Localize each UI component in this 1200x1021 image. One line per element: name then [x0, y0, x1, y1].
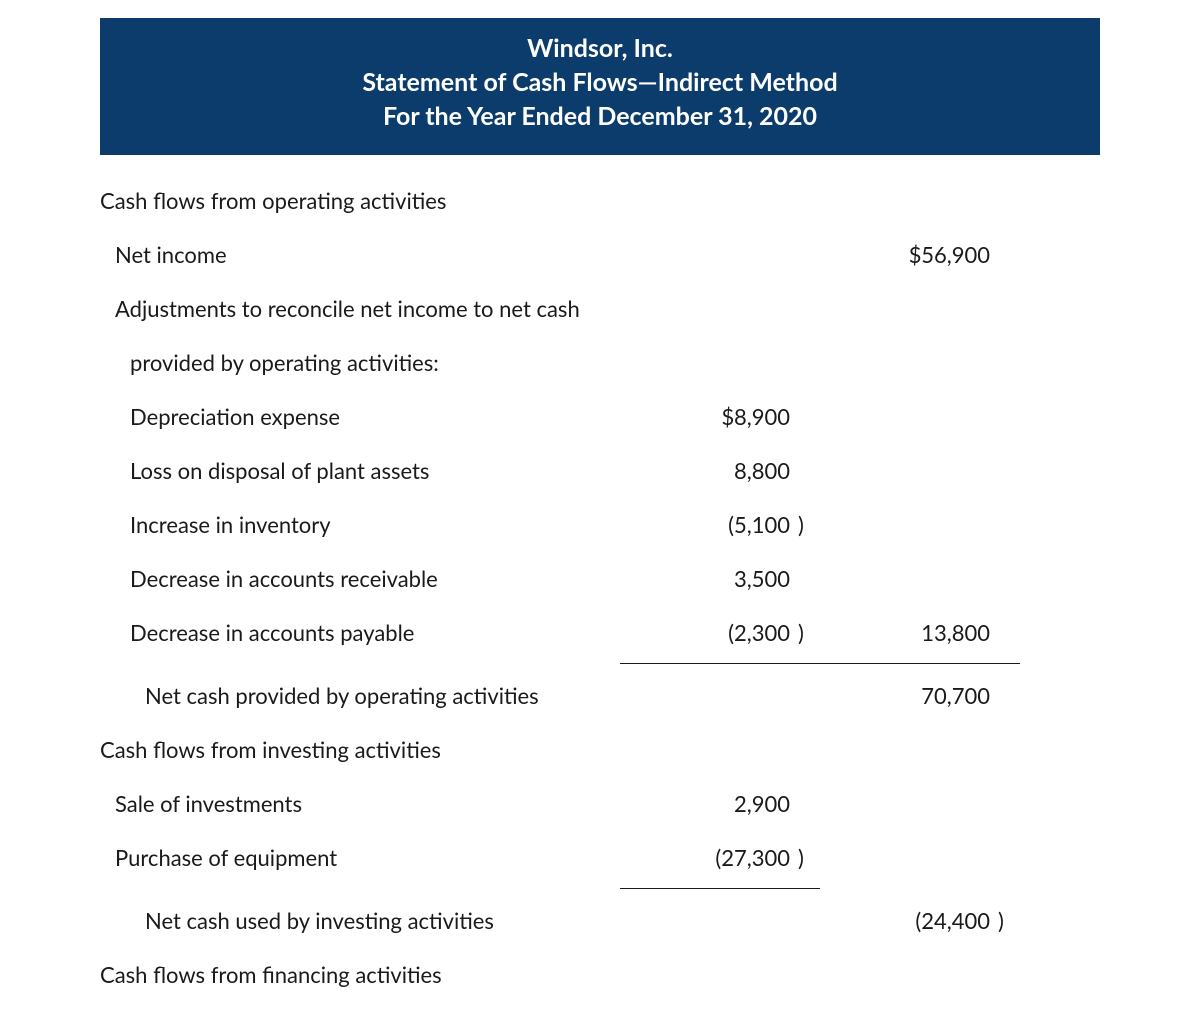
statement-row: Net cash used by investing activities (24… [0, 893, 1200, 947]
row-amount-col2: (24,400 [820, 907, 990, 934]
row-label: Cash flows from investing activities [0, 736, 620, 763]
row-label: Cash flows from operating activities [0, 187, 620, 214]
row-label: Depreciation expense [0, 403, 620, 430]
row-paren-col1: ) [790, 511, 820, 538]
statement-row: Depreciation expense$8,900 [0, 389, 1200, 443]
statement-row: Decrease in accounts payable(2,300)13,80… [0, 605, 1200, 659]
row-paren-col1: ) [790, 844, 820, 871]
header-period: For the Year Ended December 31, 2020 [110, 100, 1090, 134]
row-amount-col1: 2,900 [620, 790, 790, 817]
row-label: provided by operating activities: [0, 349, 620, 376]
statement-row: Adjustments to reconcile net income to n… [0, 281, 1200, 335]
statement-row: Cash flows from financing activities [0, 947, 1200, 1001]
row-label: Purchase of equipment [0, 844, 620, 871]
header-title: Statement of Cash Flows—Indirect Method [110, 66, 1090, 100]
row-amount-col1: (27,300 [620, 844, 790, 871]
row-amount-col2: 70,700 [820, 682, 990, 709]
statement-row: provided by operating activities: [0, 335, 1200, 389]
row-label: Net cash provided by operating activitie… [0, 682, 620, 709]
row-label: Adjustments to reconcile net income to n… [0, 295, 620, 322]
row-label: Loss on disposal of plant assets [0, 457, 620, 484]
statement-row: Decrease in accounts receivable3,500 [0, 551, 1200, 605]
statement-row: Cash flows from investing activities [0, 722, 1200, 776]
row-label: Net income [0, 241, 620, 268]
rule-row [0, 659, 1200, 668]
header-company: Windsor, Inc. [110, 32, 1090, 66]
row-label: Decrease in accounts payable [0, 619, 620, 646]
row-label: Cash flows from financing activities [0, 961, 620, 988]
row-amount-col1: (2,300 [620, 619, 790, 646]
row-amount-col1: 3,500 [620, 565, 790, 592]
row-amount-col2: $56,900 [820, 241, 990, 268]
rule-row [0, 884, 1200, 893]
statement-row: Net cash provided by operating activitie… [0, 668, 1200, 722]
row-paren-col1: ) [790, 619, 820, 646]
statement-header: Windsor, Inc. Statement of Cash Flows—In… [100, 18, 1100, 155]
statement-row: Loss on disposal of plant assets8,800 [0, 443, 1200, 497]
row-paren-col2: ) [990, 907, 1020, 934]
row-label: Net cash used by investing activities [0, 907, 620, 934]
statement-row: Net income $56,900 [0, 227, 1200, 281]
row-amount-col2: 13,800 [820, 619, 990, 646]
statement-row: Cash flows from operating activities [0, 173, 1200, 227]
statement-body: Cash flows from operating activities Net … [0, 155, 1200, 1001]
row-label: Decrease in accounts receivable [0, 565, 620, 592]
row-amount-col1: (5,100 [620, 511, 790, 538]
cash-flow-statement: Windsor, Inc. Statement of Cash Flows—In… [0, 18, 1200, 1021]
row-label: Increase in inventory [0, 511, 620, 538]
statement-row: Sale of investments2,900 [0, 776, 1200, 830]
row-amount-col1: 8,800 [620, 457, 790, 484]
row-amount-col1: $8,900 [620, 403, 790, 430]
statement-row: Purchase of equipment(27,300) [0, 830, 1200, 884]
statement-row: Increase in inventory(5,100) [0, 497, 1200, 551]
row-label: Sale of investments [0, 790, 620, 817]
